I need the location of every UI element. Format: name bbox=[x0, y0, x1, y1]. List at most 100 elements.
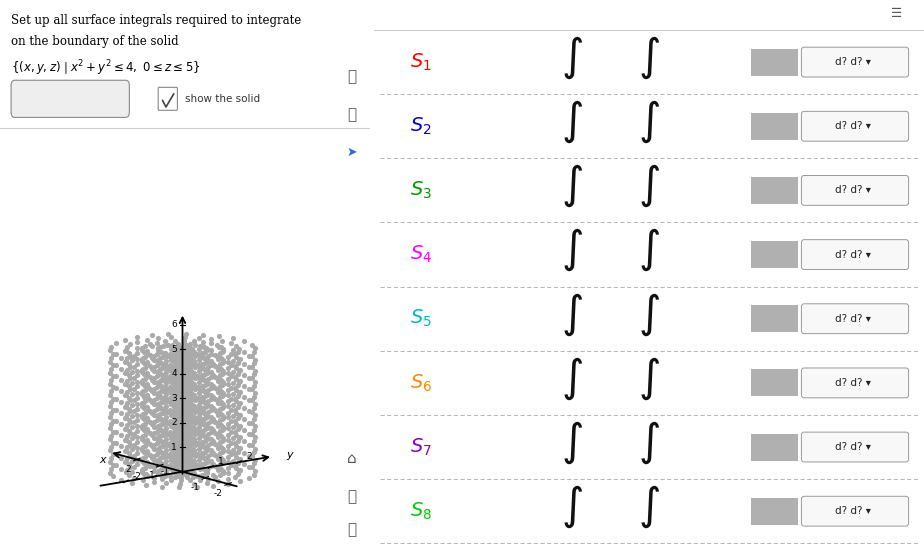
Point bbox=[196, 376, 211, 384]
Point bbox=[108, 339, 123, 347]
Point bbox=[114, 375, 128, 384]
Point bbox=[176, 402, 191, 411]
Text: 5: 5 bbox=[171, 345, 177, 354]
Point bbox=[167, 359, 182, 367]
Point bbox=[196, 382, 211, 391]
Point bbox=[174, 388, 188, 396]
Point bbox=[176, 429, 191, 437]
Point bbox=[177, 455, 192, 464]
Point bbox=[181, 455, 196, 464]
Point bbox=[167, 425, 182, 434]
Point bbox=[179, 469, 194, 478]
Point bbox=[164, 429, 179, 438]
Point bbox=[146, 467, 161, 476]
Point bbox=[168, 428, 183, 437]
Point bbox=[182, 446, 197, 455]
Point bbox=[151, 435, 165, 443]
Point bbox=[203, 406, 218, 414]
Point bbox=[151, 377, 165, 386]
Point bbox=[214, 465, 229, 473]
Point bbox=[192, 341, 207, 350]
Point bbox=[174, 361, 188, 370]
Point bbox=[213, 404, 227, 413]
Point bbox=[176, 399, 190, 407]
Point bbox=[166, 357, 181, 365]
Point bbox=[225, 357, 240, 365]
Point bbox=[171, 413, 186, 422]
Point bbox=[179, 377, 194, 385]
Point bbox=[183, 411, 198, 419]
Point bbox=[166, 434, 181, 442]
Point bbox=[166, 400, 181, 408]
Point bbox=[189, 394, 204, 402]
Point bbox=[206, 482, 221, 490]
Point bbox=[244, 441, 259, 449]
Point bbox=[171, 469, 186, 478]
Point bbox=[195, 415, 210, 424]
Point bbox=[244, 429, 259, 438]
Point bbox=[180, 428, 195, 437]
Point bbox=[211, 377, 225, 385]
Point bbox=[135, 377, 150, 385]
Point bbox=[118, 468, 133, 477]
Point bbox=[231, 381, 246, 389]
Point bbox=[229, 386, 244, 395]
Point bbox=[187, 337, 201, 346]
Point bbox=[158, 349, 173, 358]
Point bbox=[168, 455, 183, 464]
Point bbox=[171, 454, 186, 463]
Point bbox=[114, 409, 128, 418]
Point bbox=[103, 446, 117, 455]
Point bbox=[151, 455, 165, 464]
Point bbox=[108, 372, 123, 381]
Point bbox=[192, 441, 207, 450]
Point bbox=[224, 383, 238, 392]
Point bbox=[154, 448, 169, 456]
Point bbox=[187, 393, 201, 401]
Point bbox=[154, 430, 169, 439]
Point bbox=[212, 421, 226, 430]
Point bbox=[160, 352, 175, 361]
Point bbox=[182, 451, 197, 460]
Point bbox=[224, 417, 238, 425]
Point bbox=[152, 454, 167, 463]
Text: 2: 2 bbox=[246, 453, 251, 461]
Point bbox=[174, 365, 188, 374]
Point bbox=[103, 457, 117, 466]
Point bbox=[208, 395, 223, 403]
Point bbox=[210, 363, 225, 371]
Point bbox=[191, 411, 206, 420]
Point bbox=[183, 433, 198, 442]
Point bbox=[233, 377, 248, 385]
Point bbox=[166, 455, 181, 464]
Point bbox=[169, 343, 184, 352]
Point bbox=[188, 396, 202, 405]
Point bbox=[198, 403, 213, 412]
Point bbox=[169, 422, 184, 430]
Point bbox=[224, 394, 238, 403]
Point bbox=[220, 397, 235, 406]
Point bbox=[247, 370, 261, 379]
Point bbox=[139, 470, 153, 478]
Point bbox=[106, 472, 121, 481]
Point bbox=[171, 432, 186, 441]
Point bbox=[178, 330, 193, 339]
Point bbox=[204, 435, 219, 443]
Point bbox=[136, 410, 151, 418]
Point bbox=[144, 409, 159, 418]
Point bbox=[123, 429, 138, 438]
Point bbox=[140, 372, 155, 381]
Point bbox=[169, 388, 184, 397]
Point bbox=[210, 463, 225, 472]
Text: $\int$: $\int$ bbox=[638, 227, 660, 274]
Point bbox=[192, 420, 207, 429]
Point bbox=[203, 383, 218, 392]
Point bbox=[201, 463, 215, 472]
Point bbox=[159, 379, 174, 388]
Point bbox=[221, 446, 236, 455]
Point bbox=[213, 460, 227, 468]
Point bbox=[168, 372, 183, 381]
Point bbox=[244, 418, 259, 427]
Point bbox=[181, 424, 196, 433]
Point bbox=[174, 377, 188, 385]
